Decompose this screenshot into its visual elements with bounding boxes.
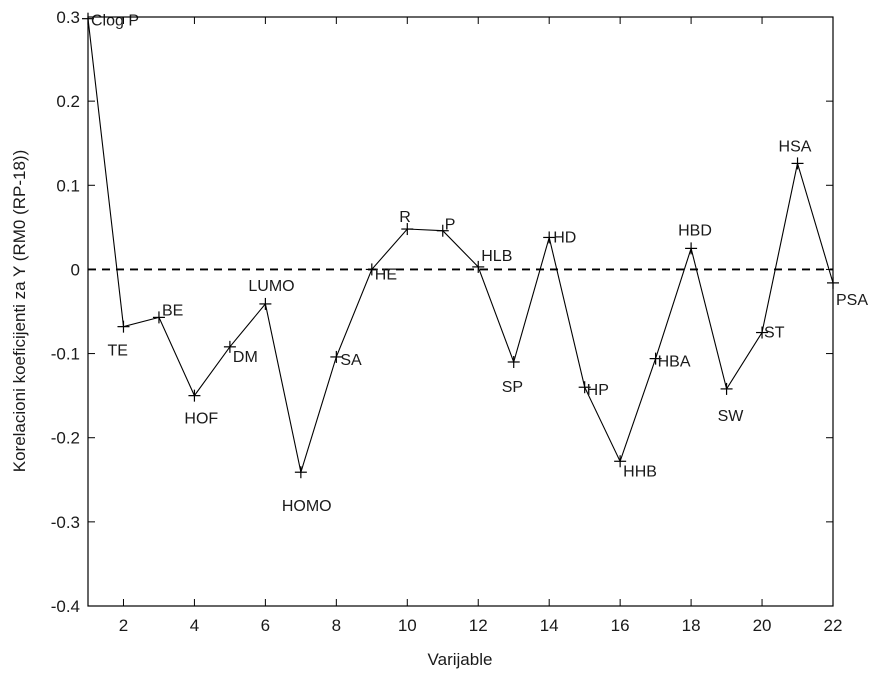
data-point-label: P	[445, 217, 456, 234]
plot-frame	[87, 16, 834, 607]
data-point-marker	[578, 381, 591, 394]
x-tick-label: 22	[824, 616, 843, 635]
data-point-marker	[152, 311, 165, 324]
series-line	[87, 18, 834, 475]
y-tick-label: -0.3	[51, 513, 80, 532]
data-point-marker	[614, 455, 627, 468]
data-point-label: PSA	[836, 292, 868, 309]
data-point-label: LUMO	[248, 278, 294, 295]
x-tick-label: 6	[261, 616, 270, 635]
data-point-marker	[472, 260, 485, 273]
data-point-marker	[259, 297, 272, 310]
data-markers	[82, 12, 839, 479]
x-tick-label: 18	[682, 616, 701, 635]
x-axis-label: Varijable	[428, 650, 493, 669]
y-tick-label: 0.2	[56, 92, 80, 111]
x-tick-label: 12	[469, 616, 488, 635]
data-point-marker	[756, 326, 769, 339]
data-point-label: HBD	[678, 222, 712, 239]
data-point-label: BE	[162, 302, 183, 319]
data-point-label: HSA	[779, 138, 812, 155]
data-point-label: HBA	[658, 354, 691, 371]
data-point-marker	[543, 231, 556, 244]
data-point-label: Clog P	[91, 13, 139, 30]
x-tick-label: 10	[398, 616, 417, 635]
data-point-label: HD	[553, 229, 576, 246]
x-tick-label: 2	[119, 616, 128, 635]
data-point-labels: Clog P TE BE HOF DM LUMO HOMO SA HE R P HLB SP HD HP HH…	[91, 13, 868, 516]
data-point-marker	[188, 389, 201, 402]
x-tick-label: 4	[190, 616, 199, 635]
data-point-label: HP	[587, 382, 609, 399]
y-tick-label: 0.3	[56, 8, 80, 27]
data-point-marker	[117, 320, 130, 333]
data-point-marker	[791, 157, 804, 170]
data-point-label: HOMO	[282, 498, 332, 515]
y-tick-label: 0	[71, 260, 80, 279]
data-point-label: HOF	[184, 411, 218, 428]
data-point-label: HLB	[481, 248, 512, 265]
data-point-marker	[720, 382, 733, 395]
data-point-marker	[223, 340, 236, 353]
data-point-label: HHB	[623, 463, 657, 480]
x-tick-label: 8	[332, 616, 341, 635]
x-tick-label: 16	[611, 616, 630, 635]
y-tick-label: -0.2	[51, 429, 80, 448]
axis-tick-labels: 2 4 6 8 10 12 14 16 18 20 22 0.3 0.2 0.1 0 -0.1 -0.2 -0.3…	[51, 8, 843, 635]
data-point-marker	[436, 224, 449, 237]
data-point-marker	[685, 242, 698, 255]
data-point-label: SW	[718, 408, 745, 425]
data-point-label: DM	[233, 349, 258, 366]
data-point-label: TE	[107, 343, 127, 360]
data-point-marker	[294, 466, 307, 479]
plot-area	[88, 17, 833, 606]
data-point-label: ST	[764, 325, 785, 342]
x-tick-label: 20	[753, 616, 772, 635]
data-point-marker	[365, 263, 378, 276]
y-tick-label: -0.1	[51, 345, 80, 364]
data-point-marker	[649, 352, 662, 365]
data-point-marker	[401, 223, 414, 236]
data-point-label: SA	[340, 352, 362, 369]
data-point-label: SP	[502, 379, 523, 396]
data-point-label: HE	[375, 266, 397, 283]
y-axis-label: Korelacioni koeficijenti za Y (RM0 (RP-1…	[10, 150, 29, 473]
data-point-label: R	[399, 209, 411, 226]
y-tick-label: -0.4	[51, 597, 80, 616]
x-tick-label: 14	[540, 616, 559, 635]
y-tick-label: 0.1	[56, 176, 80, 195]
data-point-marker	[330, 350, 343, 363]
data-point-marker	[507, 355, 520, 368]
